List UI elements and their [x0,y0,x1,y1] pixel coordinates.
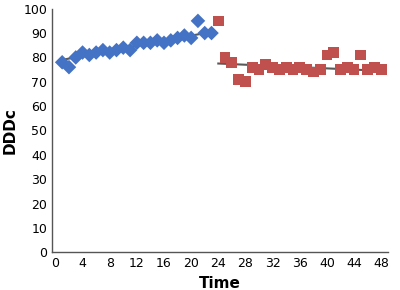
Point [310,70,316,74]
Point [134,41,140,45]
Point [72,55,79,60]
Point [79,50,86,55]
Point [364,67,371,72]
Point [337,67,344,72]
Point [378,67,384,72]
Point [161,41,167,45]
Point [351,67,357,72]
Point [188,36,194,40]
Point [168,38,174,43]
Point [66,65,72,70]
Point [249,65,256,70]
Point [242,79,249,84]
Point [276,67,282,72]
Point [154,38,160,43]
Point [120,45,126,50]
Point [93,50,99,55]
X-axis label: Time: Time [199,276,241,290]
Point [181,33,188,38]
Point [86,53,92,57]
Point [324,53,330,57]
Point [215,19,222,23]
Point [208,31,215,35]
Point [296,65,303,70]
Point [236,77,242,82]
Point [303,67,310,72]
Point [270,65,276,70]
Y-axis label: DDDc: DDDc [3,107,18,154]
Point [140,41,147,45]
Point [283,65,289,70]
Point [195,19,201,23]
Point [174,36,181,40]
Point [330,50,337,55]
Point [229,60,235,65]
Point [222,55,228,60]
Point [290,67,296,72]
Point [106,50,113,55]
Point [127,48,133,52]
Point [263,62,269,67]
Point [147,41,154,45]
Point [100,48,106,52]
Point [113,48,120,52]
Point [256,67,262,72]
Point [371,65,378,70]
Point [358,53,364,57]
Point [317,67,323,72]
Point [344,65,350,70]
Point [202,31,208,35]
Point [59,60,65,65]
